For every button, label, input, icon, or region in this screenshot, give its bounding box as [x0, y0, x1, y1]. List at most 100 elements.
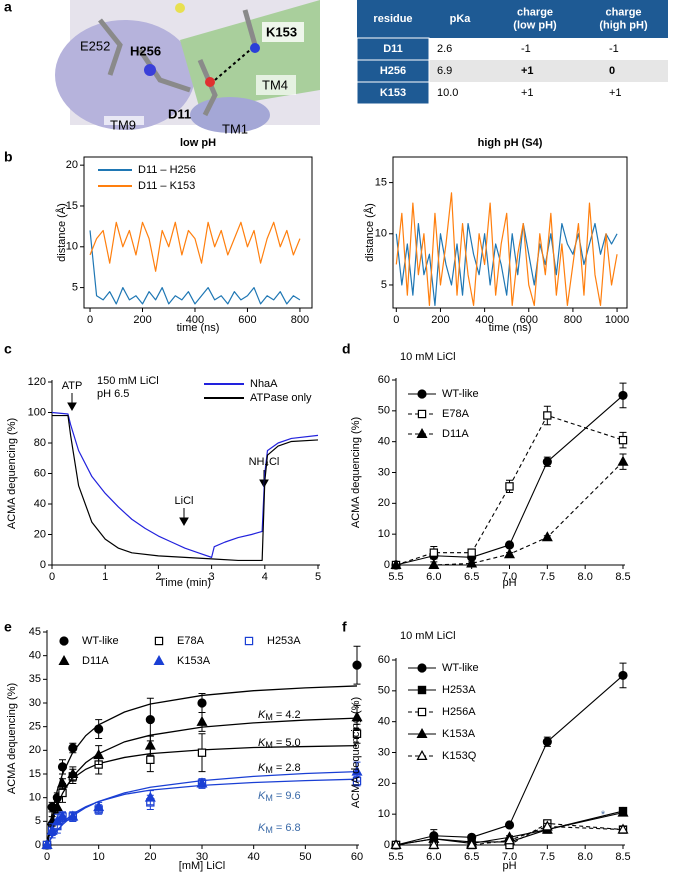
arrowhead [179, 517, 189, 527]
km-label: KM = 5.0 [258, 737, 301, 750]
km-symbol: K [258, 822, 266, 834]
km-value: = 4.2 [273, 709, 301, 721]
series-line [89, 221, 301, 272]
y-tick-label: 60 [378, 654, 390, 666]
table-cell: H256 [380, 65, 406, 77]
y-axis-label: distance (Å) [363, 203, 376, 262]
x-tick-label: 0 [44, 851, 50, 863]
x-tick-label: 6.0 [426, 851, 441, 863]
legend-label: WT-like [442, 388, 479, 400]
km-symbol: K [258, 737, 266, 749]
y-tick-label: 120 [28, 376, 46, 388]
table-row-bg [429, 60, 668, 82]
structure-label: E252 [80, 38, 110, 53]
panel-label: e [4, 619, 12, 635]
table-cell: -1 [609, 43, 619, 55]
y-axis-label: distance (Å) [55, 203, 68, 262]
series-line [395, 675, 624, 846]
table-header: pKa [450, 13, 472, 25]
marker [467, 548, 476, 557]
table-header: charge [605, 6, 641, 18]
marker [68, 743, 78, 753]
marker [618, 390, 628, 401]
x-tick-label: 10 [93, 851, 105, 863]
table-cell: 0 [609, 65, 615, 77]
marker [197, 748, 207, 757]
km-label: KM = 4.2 [258, 709, 301, 722]
legend-label: NhaA [250, 378, 278, 390]
panel-label: a [4, 0, 12, 15]
atom-n [250, 43, 260, 53]
marker [541, 820, 553, 831]
x-tick-label: 600 [238, 314, 256, 326]
series-line [51, 411, 319, 558]
x-tick-label: 60 [351, 851, 363, 863]
table-cell: D11 [383, 43, 403, 55]
y-tick-label: 50 [378, 685, 390, 697]
marker [390, 558, 402, 570]
x-tick-label: 2 [155, 571, 161, 583]
marker [352, 729, 362, 738]
legend-marker [417, 685, 427, 695]
y-tick-label: 0 [384, 559, 390, 571]
marker [352, 660, 362, 670]
marker [146, 755, 155, 765]
marker [503, 834, 516, 845]
annotation: * [601, 809, 606, 821]
y-tick-label: 40 [34, 498, 46, 510]
marker [351, 711, 363, 722]
km-symbol: K [258, 790, 266, 802]
x-tick-label: 8.0 [578, 851, 593, 863]
km-subscript: M [265, 825, 273, 835]
legend-marker [244, 636, 254, 646]
atom-o [205, 77, 215, 87]
y-tick-label: 45 [29, 626, 41, 638]
marker [196, 715, 208, 726]
y-tick-label: 40 [378, 436, 390, 448]
marker [504, 820, 515, 830]
marker [197, 698, 207, 708]
legend-label: D11A [442, 428, 469, 440]
x-tick-label: 1000 [605, 314, 629, 326]
km-subscript: M [265, 712, 273, 722]
x-tick-label: 0 [49, 571, 55, 583]
x-tick-label: 7.5 [540, 571, 555, 583]
x-tick-label: 40 [248, 851, 260, 863]
marker [94, 724, 104, 734]
x-tick-label: 600 [520, 314, 538, 326]
y-tick-label: 100 [28, 406, 46, 418]
legend-label: H256A [442, 706, 476, 718]
legend-marker [417, 409, 427, 419]
structure-label: TM4 [262, 77, 288, 92]
side-chains [98, 9, 258, 117]
marker [93, 801, 105, 812]
series-line [396, 461, 624, 566]
x-axis-label: pH [502, 860, 516, 872]
km-value: = 2.8 [273, 762, 301, 774]
x-tick-label: 50 [299, 851, 311, 863]
structure-image: E252 H256 K153 TM4 TM9 D11 TM1 [55, 0, 320, 136]
series-line [396, 825, 624, 846]
fit-curve [46, 778, 358, 846]
marker [67, 767, 79, 779]
y-tick-label: 10 [29, 792, 41, 804]
legend-marker [153, 654, 165, 666]
marker [505, 482, 514, 491]
y-tick-label: 10 [66, 241, 78, 253]
table-cell: 2.6 [437, 43, 452, 55]
x-tick-label: 6.5 [464, 851, 479, 863]
marker [428, 558, 440, 570]
y-axis-label: ACMA dequencing (%) [350, 697, 362, 808]
chart: 0 200 400 600 800 5 10 15 20 time (ns) distance (Å… [55, 137, 313, 334]
marker [428, 838, 440, 850]
y-tick-label: 15 [375, 176, 387, 188]
x-tick-label: 5.5 [388, 851, 403, 863]
x-axis-label: [mM] LiCl [179, 860, 225, 872]
marker [543, 411, 552, 420]
annotation: NH₄Cl [249, 456, 280, 468]
structure-label: D11 [168, 106, 191, 121]
atom-n [144, 64, 156, 76]
x-tick-label: 30 [196, 851, 208, 863]
plot-frame [83, 156, 313, 309]
series-line [395, 414, 624, 566]
